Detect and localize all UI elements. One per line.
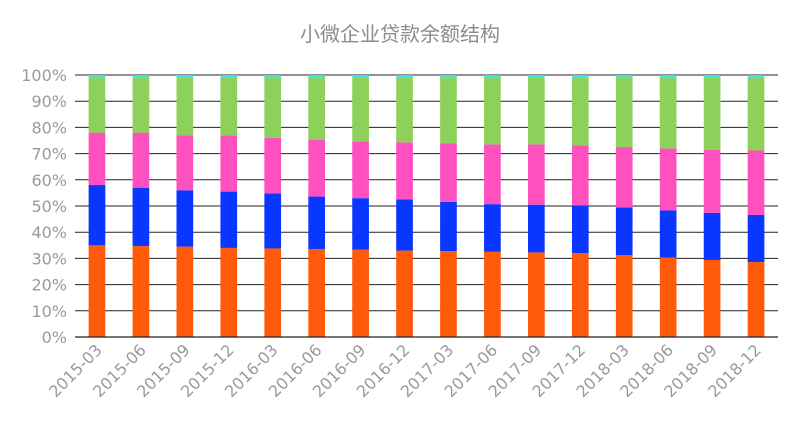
bar-segment [747, 150, 765, 215]
bar-segment [176, 246, 194, 337]
bar-segment [615, 255, 633, 337]
bar-segment [440, 143, 457, 202]
bar-segment [308, 139, 326, 197]
bar-segment [527, 144, 545, 205]
bar-segment [220, 247, 238, 337]
bar-segment [484, 77, 501, 145]
bar-segment [308, 75, 326, 78]
bar-segment [176, 77, 194, 136]
y-tick-label: 0% [42, 328, 67, 347]
bar-segment [747, 77, 765, 151]
bar-segment [615, 75, 633, 78]
y-tick-label: 40% [31, 223, 67, 242]
bar-segment [264, 137, 282, 194]
bar-segment [308, 248, 326, 337]
bar-segment [176, 135, 194, 191]
bar-segment [484, 144, 501, 205]
bar-segment [659, 77, 677, 149]
bar-segment [220, 135, 238, 192]
bar-segment [88, 132, 106, 186]
bar-segment [264, 193, 282, 249]
bar-segment [264, 75, 282, 78]
y-tick-label: 50% [31, 197, 67, 216]
bar-segment [440, 77, 457, 144]
bar-segment [571, 75, 589, 78]
bar-segment [703, 212, 721, 260]
bar-segment [527, 75, 545, 78]
bar-segment [220, 77, 238, 136]
bar-segment [747, 262, 765, 337]
bar-segment [396, 77, 413, 143]
bar-segment [747, 75, 765, 78]
y-tick-label: 70% [31, 145, 67, 164]
bar-segment [571, 145, 589, 206]
bar-segment [132, 246, 150, 337]
bar-segment [484, 251, 501, 337]
bar-segment [88, 245, 106, 337]
bar-segment [615, 77, 633, 148]
bar-segment [88, 75, 106, 78]
bar-segment [615, 207, 633, 256]
y-tick-label: 60% [31, 171, 67, 190]
bar-segment [132, 75, 150, 78]
y-tick-label: 20% [31, 276, 67, 295]
bar-segment [176, 190, 194, 247]
bar-segment [264, 77, 282, 138]
bar-segment [308, 77, 326, 140]
bar-segment [132, 187, 150, 247]
y-tick-labels: 0% 10% 20% 30% 40% 50% 60% 70% 80% 90% 100% [21, 66, 67, 347]
bar-segment [571, 253, 589, 337]
bar-segment [703, 75, 721, 78]
bar-segment [396, 142, 413, 200]
y-tick-label: 100% [21, 66, 67, 85]
bar-segment [88, 77, 106, 133]
bar-segment [527, 252, 545, 337]
bar-segment [352, 198, 369, 250]
x-tick-labels: 2015-032015-062015-092015-122016-032016-… [45, 340, 765, 401]
bar-segment [264, 248, 282, 337]
bar-segment [220, 191, 238, 248]
bar-segment [88, 185, 106, 246]
bar-segment [132, 77, 150, 133]
bar-segment [176, 75, 194, 78]
bar-segment [352, 77, 369, 142]
y-tick-label: 10% [31, 302, 67, 321]
bars [88, 75, 765, 337]
bar-segment [747, 214, 765, 263]
bar-segment [352, 249, 369, 337]
bar-segment [703, 77, 721, 150]
bar-segment [440, 251, 457, 337]
bar-segment [615, 147, 633, 208]
bar-segment [571, 205, 589, 254]
bar-segment [352, 75, 369, 78]
bar-segment [484, 204, 501, 252]
chart-title: 小微企业贷款余额结构 [300, 22, 500, 46]
bar-segment [659, 75, 677, 78]
bar-segment [132, 132, 150, 188]
bar-segment [440, 75, 457, 78]
bar-segment [659, 148, 677, 211]
bar-segment [659, 210, 677, 258]
y-tick-label: 30% [31, 249, 67, 268]
bar-segment [527, 204, 545, 253]
bar-segment [440, 201, 457, 252]
y-tick-label: 80% [31, 118, 67, 137]
bar-segment [703, 259, 721, 337]
y-tick-label: 90% [31, 92, 67, 111]
bar-segment [484, 75, 501, 78]
bar-segment [308, 196, 326, 249]
bar-segment [352, 141, 369, 199]
bar-segment [659, 257, 677, 337]
bar-segment [703, 149, 721, 213]
bar-segment [571, 77, 589, 146]
bar-segment [396, 250, 413, 337]
bar-segment [220, 75, 238, 78]
bar-segment [396, 199, 413, 251]
bar-segment [527, 77, 545, 145]
bar-segment [396, 75, 413, 78]
